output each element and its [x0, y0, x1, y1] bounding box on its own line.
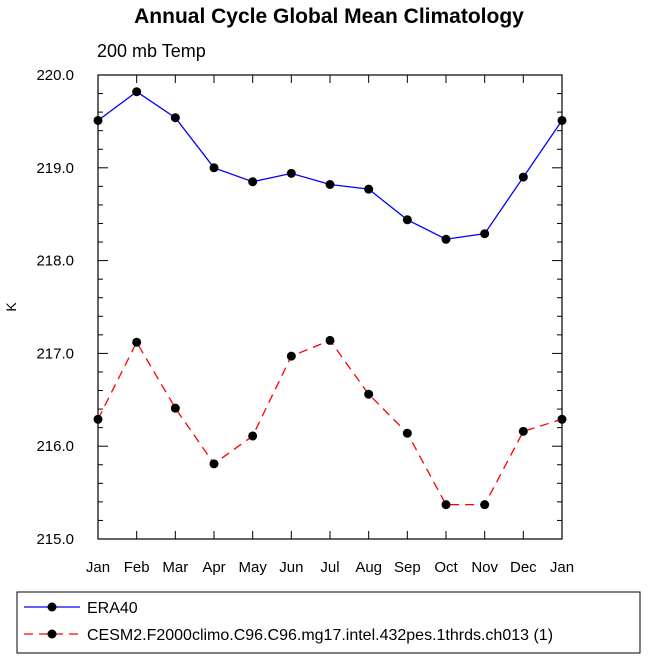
series-1-point: [132, 87, 142, 97]
series-line-2: [97, 339, 563, 506]
series-1-point: [248, 177, 258, 187]
y-axis-label: K: [3, 302, 19, 312]
x-tick-label: Jun: [279, 559, 303, 576]
x-tick-label: Jul: [320, 559, 339, 576]
y-tick-label: 217.0: [36, 345, 74, 362]
x-tick-label: Nov: [471, 559, 498, 576]
x-tick-label: Feb: [124, 559, 150, 576]
series-2-point: [364, 389, 374, 399]
x-tick-label: Aug: [355, 559, 382, 576]
legend-label-1: ERA40: [87, 600, 138, 617]
x-tick-label: Mar: [162, 559, 188, 576]
chart-subtitle: 200 mb Temp: [97, 41, 206, 61]
y-tick-label: 218.0: [36, 253, 74, 270]
series-line-1: [97, 90, 563, 240]
series-2-point: [132, 337, 142, 347]
plot-frame: [97, 74, 563, 540]
y-tick-label: 216.0: [36, 438, 74, 455]
series-1-point: [441, 234, 451, 244]
y-tick-label: 219.0: [36, 160, 74, 177]
series-1-point: [480, 229, 490, 239]
series-2-point: [518, 426, 528, 436]
x-tick-label: Jan: [86, 559, 110, 576]
y-tick-label: 215.0: [36, 531, 74, 548]
chart-title: Annual Cycle Global Mean Climatology: [134, 5, 524, 28]
series-2-point: [286, 351, 296, 361]
series-2-point: [480, 500, 490, 510]
legend-marker-1: [47, 602, 57, 612]
x-tick-label: Apr: [202, 559, 225, 576]
series-2-point: [325, 335, 335, 345]
series-1-point: [209, 163, 219, 173]
series-2-point: [402, 428, 412, 438]
series-2-point: [209, 459, 219, 469]
x-tick-label: Dec: [510, 559, 537, 576]
series-1-point: [170, 113, 180, 123]
x-tick-label: Oct: [434, 559, 458, 576]
series-1-point: [325, 180, 335, 190]
x-tick-label: Jan: [550, 559, 574, 576]
series-1-point: [286, 168, 296, 178]
series-1-point: [518, 172, 528, 182]
series-1-point: [402, 215, 412, 225]
legend-label-2: CESM2.F2000climo.C96.C96.mg17.intel.432p…: [87, 627, 553, 644]
legend-box: [16, 591, 641, 654]
x-tick-label: May: [238, 559, 267, 576]
legend: ERA40 CESM2.F2000climo.C96.C96.mg17.intel…: [16, 591, 641, 654]
series-2-point: [441, 500, 451, 510]
series-1-point: [364, 184, 374, 194]
series-2-point: [170, 403, 180, 413]
x-tick-label: Sep: [394, 559, 421, 576]
y-tick-label: 220.0: [36, 67, 74, 84]
series-2-point: [248, 431, 258, 441]
legend-marker-2: [47, 629, 57, 639]
